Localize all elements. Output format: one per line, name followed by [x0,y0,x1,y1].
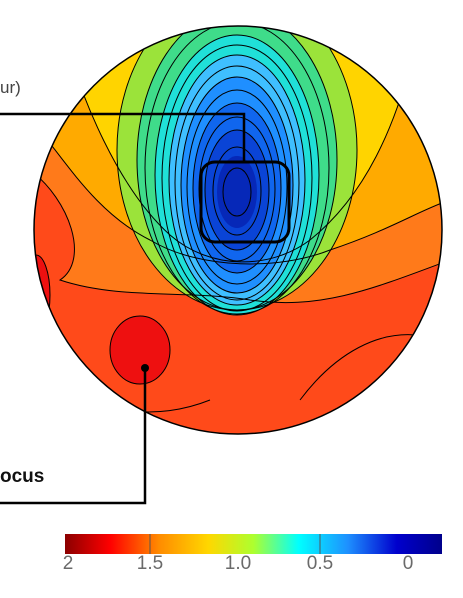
colorbar-tick-label: 2 [62,553,74,574]
colorbar-tick-label: 1.0 [224,553,252,574]
focus-label-fragment: ocus [0,466,45,487]
colorbar-ticks [149,534,321,554]
red-blob-left [34,254,51,336]
red-blob-right [395,368,441,422]
red-blob-left-lower [34,347,71,393]
top-leader-line [0,112,246,162]
focus-blob [109,315,171,385]
colorbar-tick-label: 1.5 [136,553,164,574]
colorbar [65,534,442,554]
top-label-fragment: ur) [0,78,21,97]
bottom-leader-line [0,368,147,505]
head-outline [33,25,443,435]
contour-lines [34,26,442,413]
colorbar-tick-label: 0 [402,553,414,574]
scalp-map [34,26,442,434]
colorbar-tick-label: 0.5 [306,553,334,574]
